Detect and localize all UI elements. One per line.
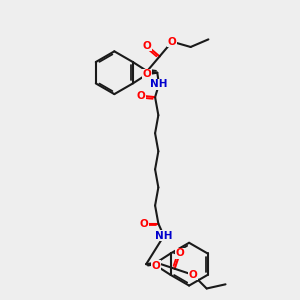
- Text: O: O: [140, 219, 148, 229]
- Text: O: O: [136, 91, 145, 101]
- Text: O: O: [189, 270, 197, 280]
- Text: O: O: [168, 37, 176, 47]
- Text: NH: NH: [155, 231, 172, 241]
- Text: O: O: [143, 41, 152, 51]
- Text: O: O: [143, 69, 152, 79]
- Text: O: O: [176, 248, 184, 258]
- Text: NH: NH: [150, 79, 168, 89]
- Text: O: O: [152, 261, 161, 271]
